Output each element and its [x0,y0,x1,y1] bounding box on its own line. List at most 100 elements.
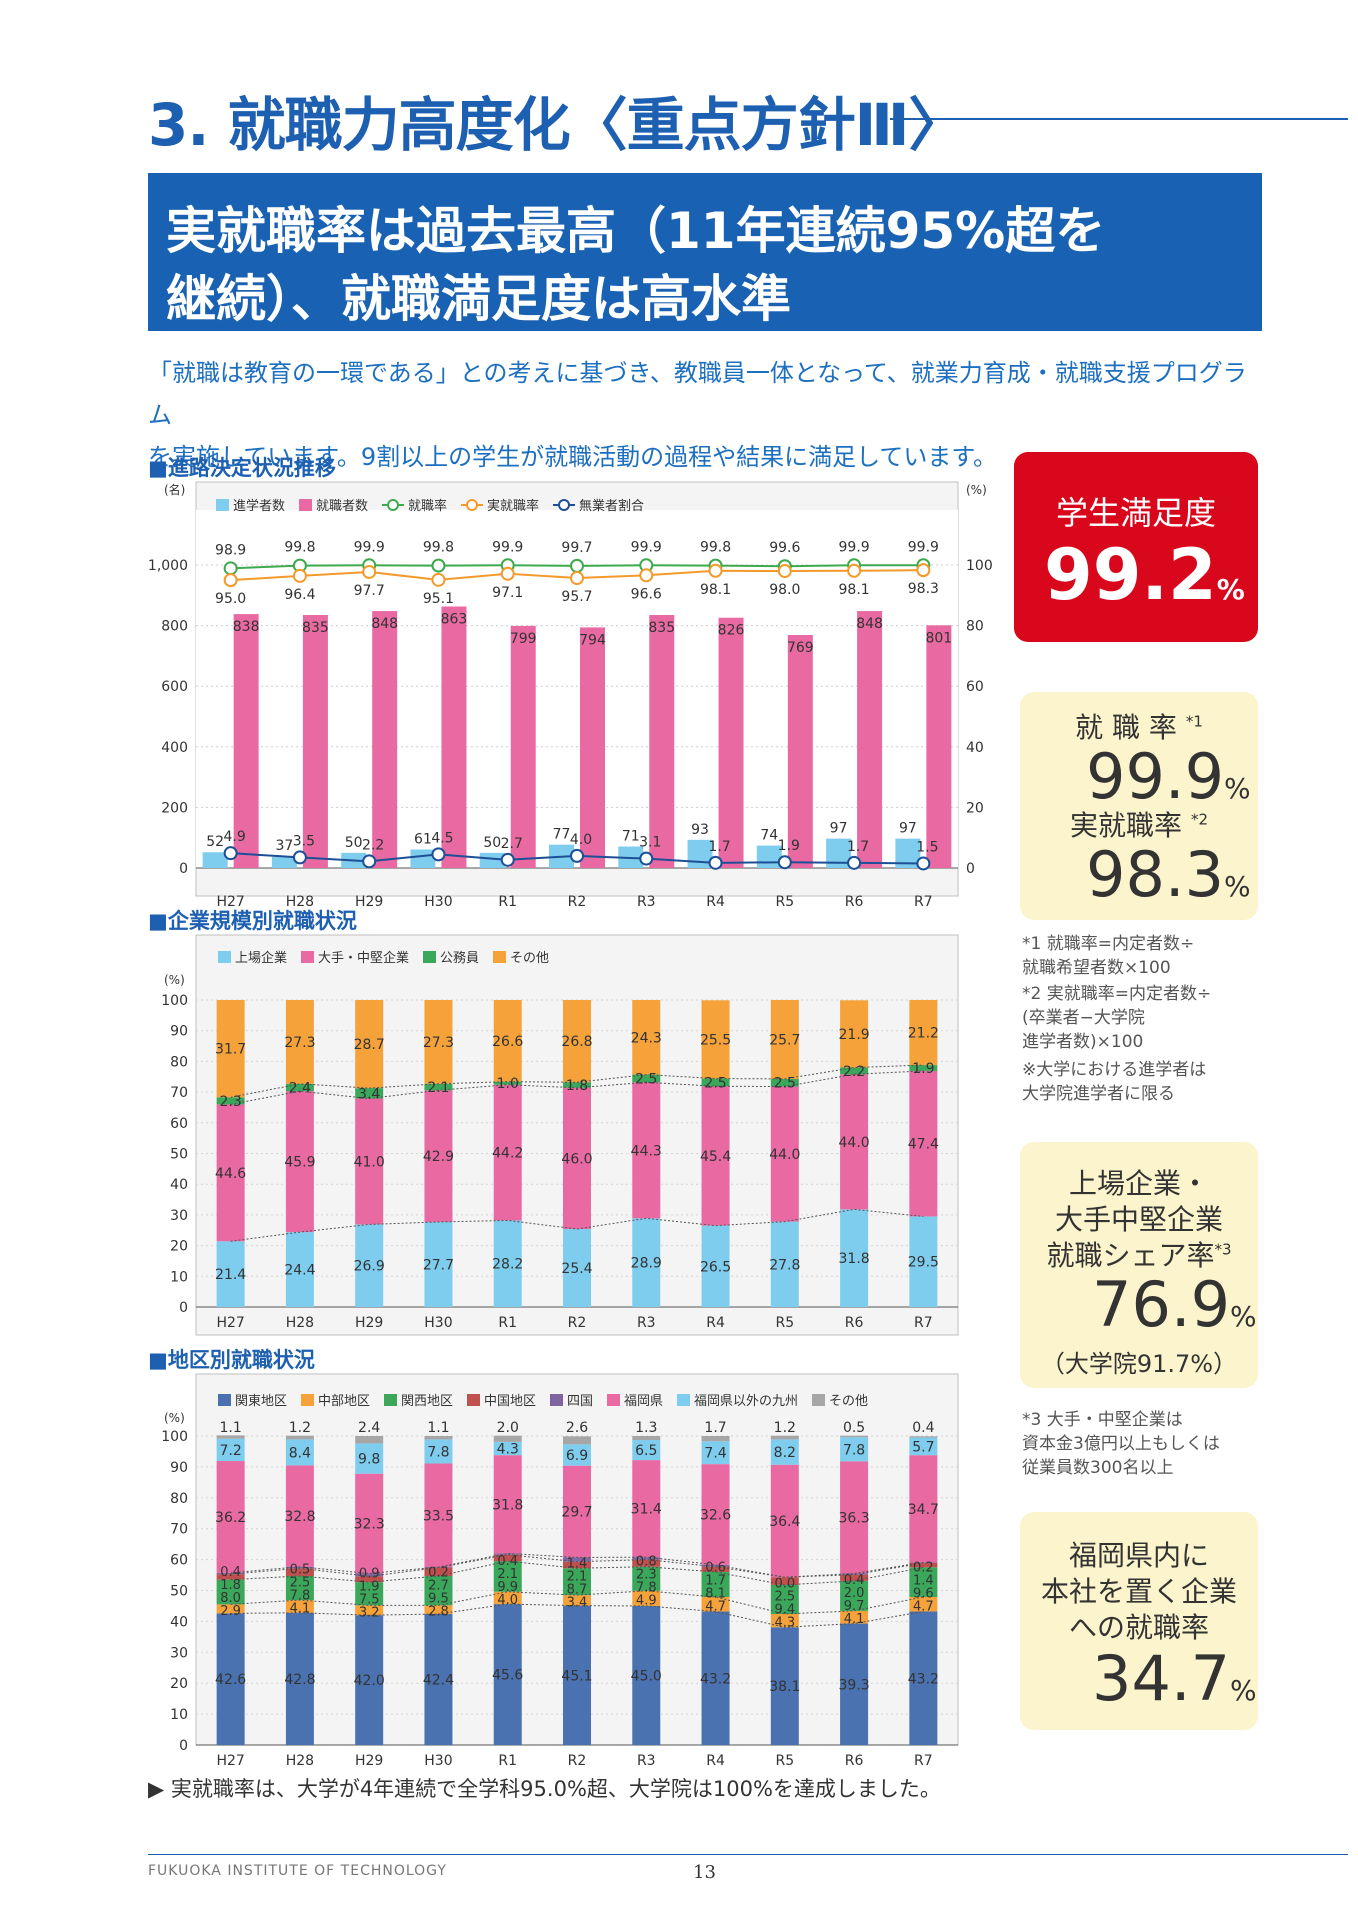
chart3-segment-3 [632,1559,661,1567]
chart2-legend-label-3: その他 [510,951,549,966]
chart3-y-tick: 20 [170,1676,188,1692]
chart3-label-4: 0.4 [220,1565,241,1580]
chart3-segment-1 [355,1605,384,1616]
chart3-x-tick: R7 [914,1753,933,1769]
chart3-segment-6 [493,1441,522,1456]
satisfaction-label: 学生満足度 [1055,494,1216,532]
chart2-label-2: 1.9 [912,1061,934,1077]
chart2-label-3: 21.2 [908,1026,939,1042]
chart2-segment-1 [632,1082,661,1219]
chart3-segment-6 [563,1444,591,1466]
chart2-segment-3 [424,1000,453,1084]
chart3-label-5: 32.8 [284,1509,315,1525]
chart2-legend-swatch-0 [218,951,231,963]
chart2-label-0: 27.8 [769,1257,800,1273]
chart2-segment-0 [355,1224,384,1307]
chart3-segment-0 [355,1615,384,1745]
chart1-point-3 [362,564,377,579]
note-1-line-1: *1 就職率=内定者数÷ [1022,934,1195,954]
chart1-point-label-2: 99.7 [561,540,592,556]
chart2-y-tick: 40 [170,1177,188,1193]
chart3-segment-4 [355,1573,384,1577]
chart1-bar-employed [649,614,675,868]
employment-value-wrap: 99.9% [1086,740,1251,813]
chart3-legend-label-6: 福岡県以外の九州 [694,1394,798,1409]
chart3-segment-7 [355,1436,384,1444]
chart1-x-tick: R6 [845,894,864,910]
chart2-x-tick: R5 [775,1315,794,1331]
chart3-segment-5 [701,1464,730,1565]
actual-label-row: 実就職率 *2 [1020,804,1258,844]
chart3-segment-3 [563,1561,591,1569]
satisfaction-card: 学生満足度 99.2% [1014,452,1258,642]
chart1-point-label-4: 3.5 [293,833,315,849]
chart3-label-7: 1.3 [635,1420,657,1436]
chart3-segment-5 [632,1460,661,1558]
chart3-segment-5 [909,1455,938,1563]
chart3-label-4: 0.0 [774,1577,795,1592]
chart3-segment-5 [424,1463,453,1568]
chart1-point-label-3: 97.1 [492,585,523,601]
chart1-legend-marker-3 [466,499,478,511]
chart1-label-employed: 835 [648,620,675,636]
chart2-x-tick: H29 [355,1315,383,1331]
chart1-left-tick: 200 [161,800,188,816]
chart3-x-tick: R2 [568,1753,587,1769]
chart1-label-employed: 794 [579,632,606,648]
chart3-segment-5 [770,1464,799,1578]
chart1-point-label-4: 1.9 [778,838,800,854]
chart1-bar-employed [441,606,467,868]
chart3-segment-1 [632,1590,661,1606]
chart3-label-4: 0.5 [290,1562,311,1577]
chart3-segment-0 [840,1623,869,1745]
fukuoka-label-1: 福岡県内に [1068,1539,1209,1572]
chart3-label-3: 2.3 [636,1567,657,1582]
chart2-segment-1 [701,1086,730,1226]
chart1-left-unit: (名) [164,482,185,497]
chart2-segment-2 [770,1078,799,1087]
chart3-label-4: 0.4 [497,1554,518,1569]
chart2-segment-1 [493,1084,522,1221]
chart2-x-tick: R1 [498,1315,517,1331]
chart1-x-tick: R4 [706,894,725,910]
chart1-bar-entrance [479,852,505,868]
chart3-segment-0 [563,1605,591,1745]
chart2-legend-label-1: 大手・中堅企業 [318,950,409,966]
chart1-left-tick: 1,000 [148,558,188,574]
chart2-label-0: 27.7 [423,1257,454,1273]
actual-note-mark: *2 [1190,810,1208,829]
chart3-segment-1 [770,1613,799,1628]
chart1-label-employed: 848 [371,616,398,632]
chart3-segment-6 [424,1439,453,1464]
chart1-legend-label-2: 就職率 [408,498,447,514]
chart3-connector-4 [230,1552,924,1578]
chart2-y-tick: 30 [170,1208,188,1224]
chart3-segment-2 [493,1561,522,1592]
chart2-label-1: 44.3 [631,1143,662,1159]
chart2-segment-2 [355,1088,384,1099]
chart3-segment-6 [909,1437,938,1456]
chart3-segment-5 [493,1455,522,1554]
chart2-segment-0 [632,1218,661,1307]
chart2-segment-2 [216,1097,245,1105]
chart3-label-0: 43.2 [908,1671,939,1687]
chart1-point-label-2: 99.8 [284,540,315,556]
chart1-label-employed: 838 [233,619,260,635]
chart3-label-4: 0.4 [844,1573,865,1588]
chart3-legend-label-2: 関西地区 [401,1394,453,1409]
chart3-segment-7 [424,1436,453,1440]
chart2-segment-0 [770,1221,799,1307]
chart3-segment-2 [285,1575,314,1601]
chart2-label-3: 25.5 [700,1032,731,1048]
chart1-point-label-3: 98.0 [769,582,800,598]
section-title: 3. 就職力高度化〈重点方針Ⅲ〉 [148,91,966,159]
chart1-x-tick: H28 [286,894,314,910]
chart1-label-entrance: 97 [899,821,917,837]
chart1-point-4 [847,855,862,870]
chart3-segment-4 [632,1557,661,1560]
share-value-wrap: 76.9% [1092,1268,1257,1341]
chart1-point-label-3: 95.1 [423,591,454,607]
chart3-legend-swatch-4 [550,1394,563,1406]
chart1-point-label-2: 99.8 [700,540,731,556]
chart3-label-0: 45.1 [561,1668,592,1684]
